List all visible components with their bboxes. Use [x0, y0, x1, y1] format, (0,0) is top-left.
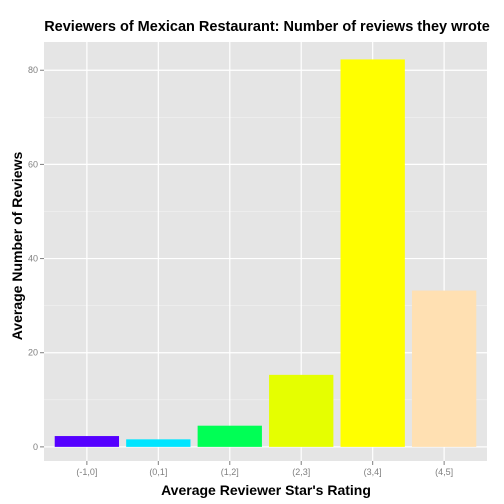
bar [411, 290, 477, 447]
x-axis: (-1,0] (0,1] (1,2] (2,3] (3,4] (4,5] [76, 461, 453, 477]
x-tick-label: (4,5] [435, 467, 453, 477]
x-tick-label: (3,4] [364, 467, 382, 477]
y-tick-label: 40 [28, 254, 38, 264]
bar [197, 425, 262, 447]
bar [340, 59, 405, 447]
chart-title: Reviewers of Mexican Restaurant: Number … [44, 19, 490, 35]
bar [126, 439, 191, 447]
x-tick-label: (-1,0] [76, 467, 97, 477]
x-axis-title: Average Reviewer Star's Rating [161, 482, 371, 498]
y-tick-label: 0 [33, 442, 38, 452]
y-axis-title: Average Number of Reviews [9, 152, 25, 341]
y-tick-label: 80 [28, 65, 38, 75]
x-tick-label: (2,3] [292, 467, 310, 477]
bars [54, 59, 477, 447]
y-axis: 0 20 40 60 80 [28, 65, 44, 452]
bar [269, 374, 334, 447]
y-tick-label: 20 [28, 348, 38, 358]
bar [54, 436, 120, 447]
x-tick-label: (1,2] [221, 467, 239, 477]
x-tick-label: (0,1] [149, 467, 167, 477]
y-tick-label: 60 [28, 159, 38, 169]
